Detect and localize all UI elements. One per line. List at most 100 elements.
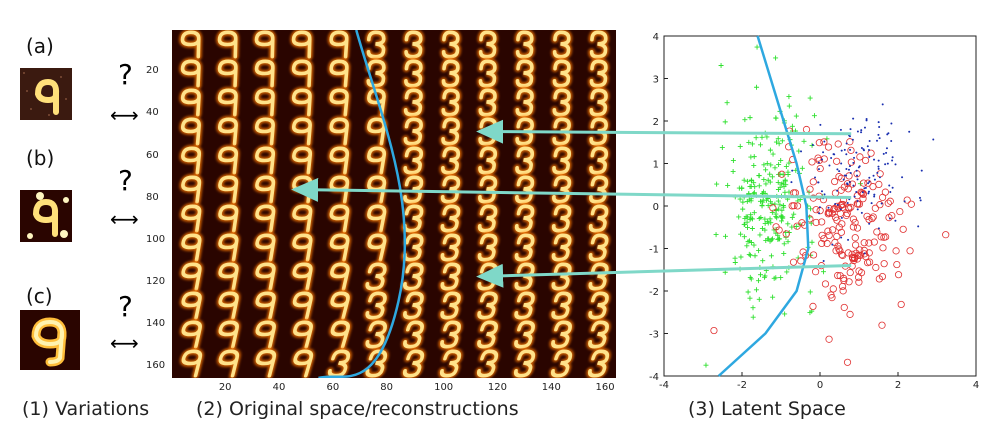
scatter-point (811, 268, 820, 276)
scatter-point (836, 203, 839, 206)
scatter-point (782, 230, 790, 238)
grid-cell-digit (327, 202, 352, 235)
scatter-point (884, 163, 887, 166)
scatter-point (857, 188, 865, 196)
scatter-point (779, 207, 785, 213)
scatter-point (822, 260, 825, 263)
scatter-point (745, 289, 751, 295)
scatter-point (779, 218, 785, 224)
scatter-point (764, 134, 770, 140)
scatter-point (815, 139, 823, 147)
scatter-point (751, 162, 757, 168)
grid-cell-digit (365, 202, 389, 235)
scatter-point (722, 119, 728, 125)
scatter-point (757, 142, 763, 148)
scatter-point (778, 275, 784, 281)
grid-y-tick-label: 20 (146, 65, 159, 77)
scatter-point (868, 222, 871, 225)
grid-cell-digit (587, 144, 610, 177)
scatter-point (828, 164, 831, 167)
scatter-point (811, 143, 814, 146)
mapping-arrow (476, 263, 852, 288)
scatter-point (814, 176, 817, 179)
scatter-point (772, 165, 778, 171)
scatter-point (820, 138, 828, 146)
scatter-point (817, 168, 820, 171)
scatter-point (778, 157, 784, 163)
scatter-point (836, 189, 839, 192)
scatter-point (831, 177, 839, 186)
scatter-point (851, 138, 854, 141)
scatter-point (852, 117, 855, 120)
grid-y-tick-label: 160 (146, 360, 166, 372)
grid-cell-digit (476, 86, 499, 119)
grid-cell-digit (513, 144, 536, 177)
scatter-point (873, 193, 876, 196)
grid-cell-digit (216, 231, 241, 264)
y-tick-label: 2 (653, 117, 659, 128)
grid-cell-digit (587, 202, 611, 235)
scatter-point (872, 174, 875, 177)
scatter-point (822, 151, 825, 154)
scatter-point (862, 252, 870, 261)
scatter-point (831, 213, 840, 222)
scatter-point (840, 162, 843, 165)
scatter-point (754, 44, 760, 50)
grid-cell-digit (476, 173, 499, 206)
grid-cell-digit (253, 28, 277, 61)
scatter-point (863, 187, 866, 190)
scatter-point (779, 138, 785, 144)
grid-cell-digit (291, 318, 315, 351)
scatter-point (770, 294, 776, 300)
grid-cell-digit (327, 144, 351, 177)
scatter-point (882, 233, 890, 241)
scatter-point (752, 253, 758, 259)
grid-cell-digit (365, 231, 389, 264)
scatter-point (836, 272, 844, 280)
grid-cell-digit (512, 347, 537, 380)
scatter-point (839, 208, 842, 211)
scatter-point (861, 191, 864, 194)
scatter-point (840, 149, 843, 152)
grid-cell-digit (587, 86, 610, 119)
scatter-point (842, 211, 850, 220)
grid-cell-digit (253, 115, 277, 148)
scatter-point (818, 231, 826, 239)
scatter-point (754, 84, 760, 90)
scatter-point (703, 362, 709, 368)
scatter-point (860, 211, 863, 214)
scatter-point (724, 100, 730, 106)
scatter-point (786, 160, 792, 166)
scatter-point (747, 295, 753, 301)
grid-cell-digit (586, 260, 611, 293)
scatter-point (855, 251, 863, 259)
scatter-point (751, 210, 757, 216)
grid-cell-digit (216, 28, 240, 61)
scatter-point (851, 241, 860, 249)
grid-y-tick-label: 140 (146, 318, 166, 330)
scatter-point (789, 258, 798, 266)
plot-frame (663, 35, 977, 377)
grid-cell-digit (549, 318, 574, 351)
scatter-point (741, 177, 747, 183)
grid-cell-digit (253, 57, 277, 90)
scatter-point (732, 259, 738, 265)
scatter-point (807, 289, 813, 295)
grid-cell-digit (253, 144, 277, 177)
scatter-point (919, 199, 922, 202)
scatter-point (732, 255, 738, 261)
scatter-point (846, 202, 849, 205)
grid-cell-digit (328, 289, 352, 322)
scatter-point (831, 243, 834, 246)
scatter-point (859, 195, 867, 203)
scatter-point (845, 174, 848, 177)
grid-cell-digit (363, 318, 389, 351)
scatter-point (718, 63, 724, 69)
grid-cell-digit (438, 260, 463, 293)
grid-cell-digit (290, 202, 315, 235)
scatter-point (903, 200, 906, 203)
grid-cell-digit (438, 318, 463, 351)
grid-cell-digit (512, 318, 537, 351)
scatter-point (767, 147, 773, 153)
